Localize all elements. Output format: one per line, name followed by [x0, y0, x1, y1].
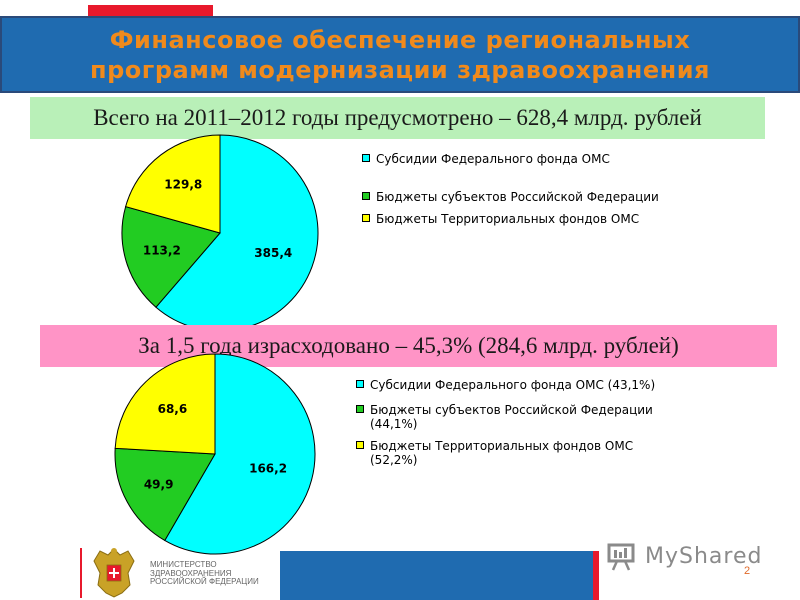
- legend-total: Субсидии Федерального фонда ОМС Бюджеты …: [362, 152, 662, 226]
- watermark: MyShared: [607, 540, 767, 572]
- legend-swatch-green: [362, 192, 370, 200]
- pie-slice-federal-fund-value-label: 385,4: [254, 246, 292, 260]
- pie-slice-regional-budgets: [121, 205, 221, 308]
- pie-slice-territorial-funds: [114, 353, 216, 455]
- legend-item-territorial-funds: Бюджеты Территориальных фондов ОМС: [362, 212, 662, 226]
- legend-label: Бюджеты Территориальных фондов ОМС: [376, 212, 640, 226]
- legend-item-regional-budgets: Бюджеты субъектов Российской Федерации (…: [356, 403, 656, 431]
- header-accent-tab: [88, 5, 213, 17]
- pie-slice-federal-fund: [164, 353, 316, 555]
- legend-swatch-cyan: [356, 380, 364, 388]
- footer-blue-bar: [280, 551, 593, 600]
- legend-label: Субсидии Федерального фонда ОМС: [376, 152, 610, 166]
- footer-red-bar: [593, 551, 599, 600]
- legend-label: Бюджеты субъектов Российской Федерации (…: [370, 403, 653, 431]
- page-title-line-2: программ модернизации здравоохранения: [90, 55, 710, 84]
- pie-slice-territorial-funds-value-label: 68,6: [158, 402, 188, 416]
- pie-slice-federal-fund-value-label: 166,2: [249, 461, 287, 475]
- legend-label: Бюджеты субъектов Российской Федерации: [376, 190, 659, 204]
- pie-slice-regional-budgets-value-label: 49,9: [144, 477, 174, 491]
- ministry-name: МИНИСТЕРСТВО ЗДРАВООХРАНЕНИЯ РОССИЙСКОЙ …: [150, 560, 259, 586]
- legend-spent: Субсидии Федерального фонда ОМС (43,1%) …: [356, 378, 656, 467]
- legend-label: Субсидии Федерального фонда ОМС (43,1%): [370, 378, 656, 392]
- summary-total: Всего на 2011–2012 годы предусмотрено – …: [30, 97, 765, 139]
- pie-slice-territorial-funds-value-label: 129,8: [164, 178, 202, 192]
- pie-slice-regional-budgets-value-label: 113,2: [143, 244, 181, 258]
- pie-slice-territorial-funds: [125, 134, 221, 234]
- pie-chart-spent: 166,2 49,9 68,6: [114, 353, 316, 555]
- coat-of-arms-icon: [93, 548, 135, 598]
- summary-spent: За 1,5 года израсходовано – 45,3% (284,6…: [40, 325, 777, 367]
- pie-slice-regional-budgets: [114, 447, 216, 542]
- legend-swatch-green: [356, 405, 364, 413]
- page-title-line-1: Финансовое обеспечение региональных: [109, 25, 691, 54]
- legend-item-federal-fund: Субсидии Федерального фонда ОМС: [362, 152, 662, 166]
- pie-chart-total: 385,4 113,2 129,8: [121, 134, 319, 332]
- legend-swatch-yellow: [362, 214, 370, 222]
- legend-item-territorial-funds: Бюджеты Территориальных фондов ОМС (52,2…: [356, 439, 656, 467]
- watermark-text: MyShared: [645, 543, 763, 569]
- legend-item-federal-fund: Субсидии Федерального фонда ОМС (43,1%): [356, 378, 656, 392]
- legend-swatch-yellow: [356, 441, 364, 449]
- page-number: 2: [744, 565, 751, 577]
- legend-label: Бюджеты Территориальных фондов ОМС (52,2…: [370, 439, 634, 467]
- footer-divider: [80, 548, 82, 598]
- title-banner: Финансовое обеспечение региональных прог…: [0, 16, 800, 93]
- legend-swatch-cyan: [362, 154, 370, 162]
- legend-item-regional-budgets: Бюджеты субъектов Российской Федерации: [362, 190, 662, 204]
- presentation-board-icon: [607, 543, 635, 571]
